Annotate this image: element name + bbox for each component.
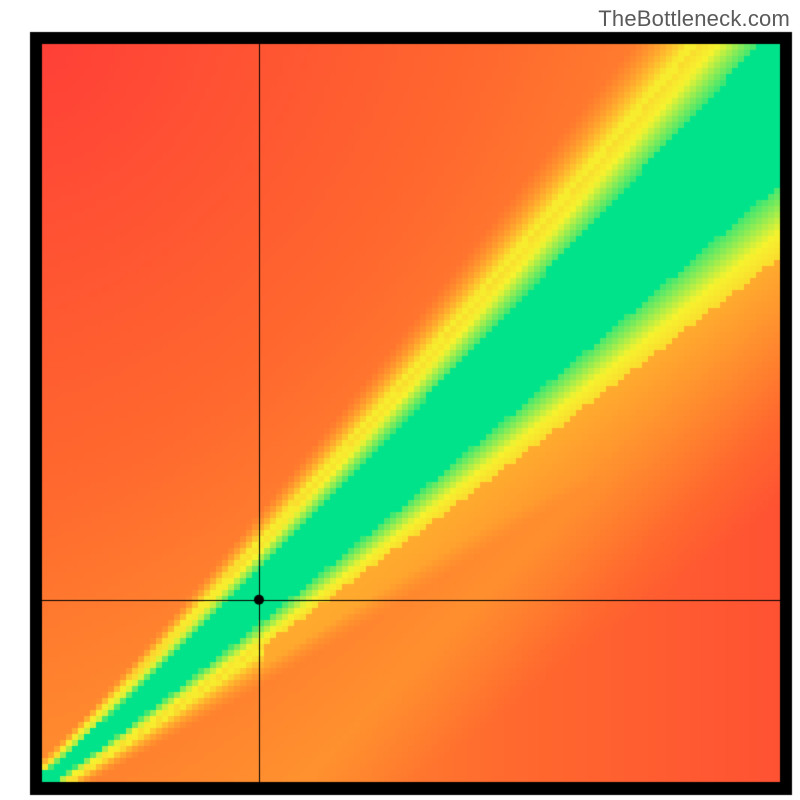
bottleneck-heatmap-canvas	[0, 0, 800, 800]
attribution-text: TheBottleneck.com	[598, 6, 790, 32]
